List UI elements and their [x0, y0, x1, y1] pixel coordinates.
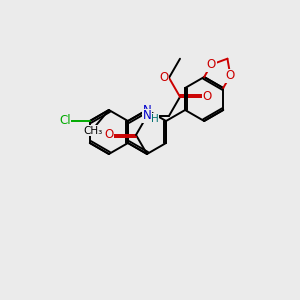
Text: Cl: Cl [59, 115, 71, 128]
Text: O: O [159, 71, 169, 84]
Text: N: N [142, 103, 152, 116]
Text: O: O [202, 90, 211, 103]
Text: O: O [207, 58, 216, 71]
Text: CH₃: CH₃ [83, 126, 102, 136]
Text: O: O [226, 69, 235, 82]
Text: O: O [104, 128, 114, 141]
Text: H: H [151, 114, 159, 124]
Text: N: N [142, 110, 152, 122]
